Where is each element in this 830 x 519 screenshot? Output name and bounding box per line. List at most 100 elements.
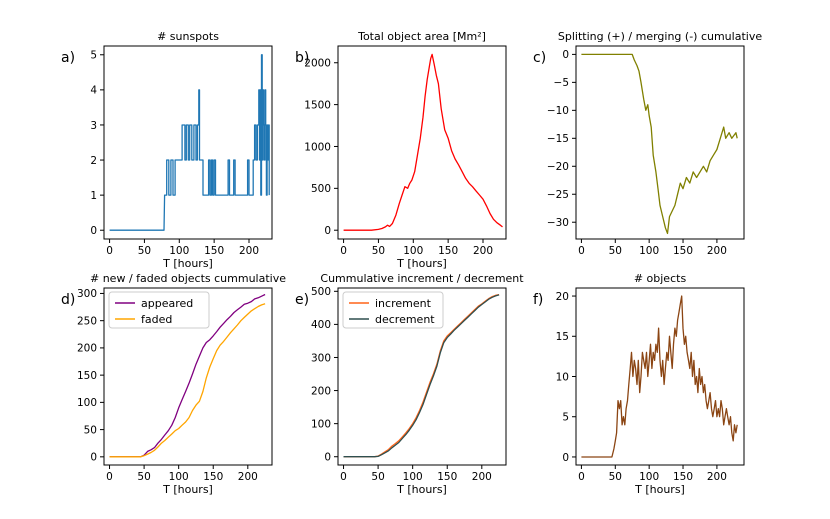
y-tick-label: 1000 — [304, 141, 331, 153]
x-tick-label: 0 — [106, 245, 113, 257]
x-tick-label: 50 — [371, 471, 384, 483]
y-tick-label: 500 — [311, 183, 331, 195]
y-tick-label: 1 — [90, 190, 97, 202]
legend-label: increment — [375, 297, 432, 310]
x-tick-label: 0 — [578, 471, 585, 483]
y-tick-label: 0 — [324, 225, 331, 237]
x-tick-label: 50 — [609, 471, 622, 483]
y-tick-label: 0 — [90, 452, 97, 464]
x-tick-label: 200 — [473, 245, 493, 257]
legend-label: decrement — [375, 313, 435, 326]
x-tick-label: 200 — [472, 471, 492, 483]
panel-3: c) Splitting (+) / merging (-) cumulative… — [533, 30, 762, 257]
x-tick-label: 150 — [673, 471, 693, 483]
y-tick-label: −5 — [554, 77, 569, 89]
x-tick-label: 0 — [340, 245, 347, 257]
y-tick-label: 1500 — [304, 99, 331, 111]
series-line-sunspots — [109, 54, 270, 231]
legend-label: appeared — [141, 297, 193, 310]
series-group — [581, 295, 738, 458]
chart-title: # objects — [634, 272, 687, 285]
axes-frame — [575, 45, 745, 240]
legend-label: faded — [141, 313, 172, 326]
x-tick-label: 200 — [707, 245, 727, 257]
x-tick-label: 100 — [639, 471, 659, 483]
axes-frame — [103, 45, 273, 240]
panel-label: a) — [61, 50, 75, 66]
series-line-decrement — [343, 294, 500, 458]
y-tick-label: 2000 — [304, 58, 331, 70]
series-group — [343, 293, 500, 458]
legend: appeared faded — [108, 291, 210, 329]
x-tick-label: 200 — [707, 471, 727, 483]
x-tick-label: 200 — [238, 471, 258, 483]
y-tick-label: 15 — [556, 331, 569, 343]
y-tick-label: 20 — [556, 291, 569, 303]
axes-frame — [575, 287, 745, 466]
chart-title: Splitting (+) / merging (-) cumulative — [558, 30, 762, 43]
x-axis-label: T [hours] — [634, 483, 685, 496]
series-line-faded — [109, 303, 266, 458]
panel-1: a) # sunspots 0 50 100 150 200 0 1 2 3 4 5 T [hours] — [61, 30, 273, 270]
y-tick-label: −30 — [547, 217, 569, 229]
x-tick-label: 0 — [106, 471, 113, 483]
panel-4: d) # new / faded objects cummulative 0 50 10… — [61, 272, 286, 496]
y-tick-label: 5 — [562, 412, 569, 424]
x-tick-label: 150 — [437, 471, 457, 483]
y-tick-label: 0 — [90, 225, 97, 237]
series-line-appeared — [109, 293, 266, 458]
x-tick-label: 50 — [609, 245, 622, 257]
y-tick-label: 0 — [562, 452, 569, 464]
x-tick-label: 0 — [340, 471, 347, 483]
y-tick-label: 200 — [77, 343, 97, 355]
axes-frame — [337, 45, 507, 240]
x-tick-label: 150 — [438, 245, 458, 257]
series-group — [109, 54, 270, 231]
y-tick-label: 500 — [311, 286, 331, 298]
chart-title: Total object area [Mm²] — [357, 30, 486, 43]
chart-title: # sunspots — [157, 30, 219, 43]
y-tick-label: 300 — [311, 352, 331, 364]
series-group — [109, 293, 266, 458]
y-tick-label: −20 — [547, 161, 569, 173]
series-group — [343, 53, 503, 231]
y-tick-label: 200 — [311, 385, 331, 397]
x-tick-label: 150 — [203, 471, 223, 483]
series-line-increment — [343, 293, 500, 458]
x-tick-label: 100 — [403, 471, 423, 483]
y-tick-label: 10 — [556, 371, 569, 383]
x-axis-label: T [hours] — [162, 483, 213, 496]
x-axis-label: T [hours] — [396, 483, 447, 496]
y-tick-label: 50 — [84, 424, 97, 436]
y-tick-label: 100 — [311, 418, 331, 430]
x-tick-label: 50 — [138, 245, 151, 257]
series-line-area — [343, 53, 503, 231]
x-tick-label: 150 — [204, 245, 224, 257]
x-tick-label: 50 — [137, 471, 150, 483]
y-tick-label: 400 — [311, 319, 331, 331]
series-group — [581, 53, 738, 235]
x-tick-label: 50 — [372, 245, 385, 257]
x-tick-label: 150 — [673, 245, 693, 257]
panel-5: e) Cummulative increment / decrement 0 50 10… — [295, 272, 524, 496]
chart-title: # new / faded objects cummulative — [90, 272, 286, 285]
y-tick-label: 5 — [90, 50, 97, 62]
x-tick-label: 100 — [169, 245, 189, 257]
y-tick-label: 4 — [90, 85, 97, 97]
y-tick-label: 300 — [77, 288, 97, 300]
y-tick-label: −15 — [547, 133, 569, 145]
axes-frame — [337, 287, 507, 466]
y-tick-label: −10 — [547, 105, 569, 117]
panel-label: f) — [533, 292, 543, 308]
panel-label: d) — [61, 292, 75, 308]
x-axis-label: T [hours] — [162, 257, 213, 270]
panel-6: f) # objects 0 50 100 150 200 0 5 10 15 20 T [hours] — [533, 272, 745, 496]
x-tick-label: 0 — [578, 245, 585, 257]
chart-title: Cummulative increment / decrement — [320, 272, 524, 285]
series-line-objects — [581, 295, 738, 458]
panel-2: b)Total object area [Mm²]0 50 100 150 200050… — [295, 30, 507, 270]
x-tick-label: 100 — [403, 245, 423, 257]
panel-label: c) — [533, 50, 546, 66]
y-tick-label: 0 — [324, 452, 331, 464]
